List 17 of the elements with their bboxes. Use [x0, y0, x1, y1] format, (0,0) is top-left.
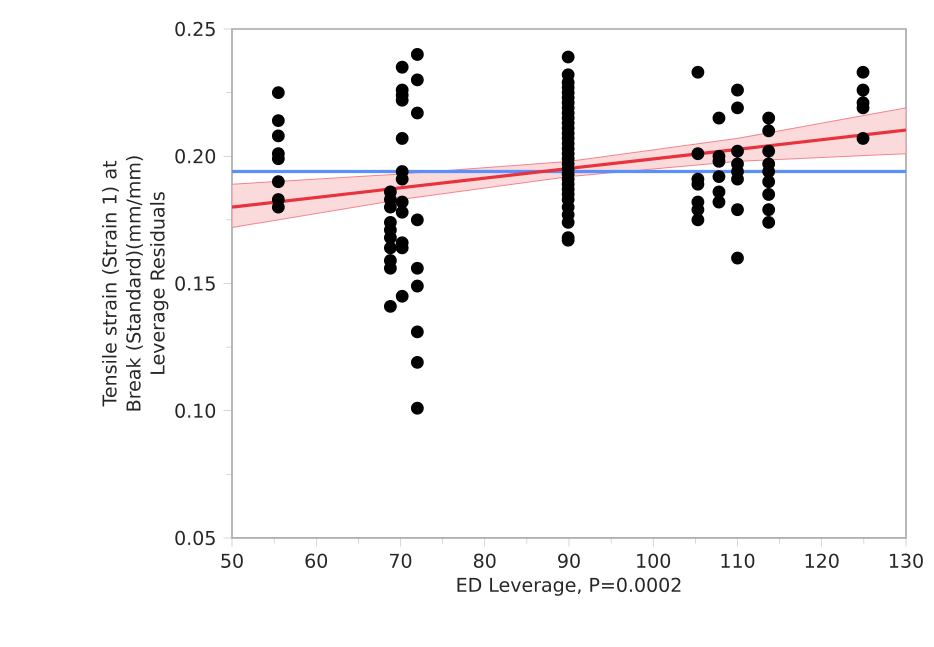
y-tick-label: 0.15	[175, 276, 215, 291]
line-series	[232, 128, 906, 209]
x-tick-label: 100	[637, 554, 670, 568]
x-tick-label: 80	[474, 554, 496, 568]
y-tick-label: 0.25	[175, 22, 215, 36]
x-tick-label: 60	[305, 554, 328, 568]
x-tick-label: 110	[721, 554, 754, 568]
x-tick-label: 50	[221, 554, 243, 568]
x-tick-label: 90	[558, 554, 580, 568]
y-tick-label: 0.10	[175, 404, 216, 418]
x-tick-label: 70	[390, 554, 412, 568]
x-axis-title: ED Leverage, P=0.0002	[458, 578, 680, 596]
y-axis-title: Tensile strain (Strain 1) at Break (Standard)(mm/mm) Leverage Residuals	[102, 156, 168, 410]
y-tick-label: 0.20	[175, 149, 216, 164]
x-tick-label: 130	[890, 554, 923, 568]
x-tick-label: 120	[806, 554, 839, 568]
y-tick-label: 0.05	[175, 530, 215, 546]
